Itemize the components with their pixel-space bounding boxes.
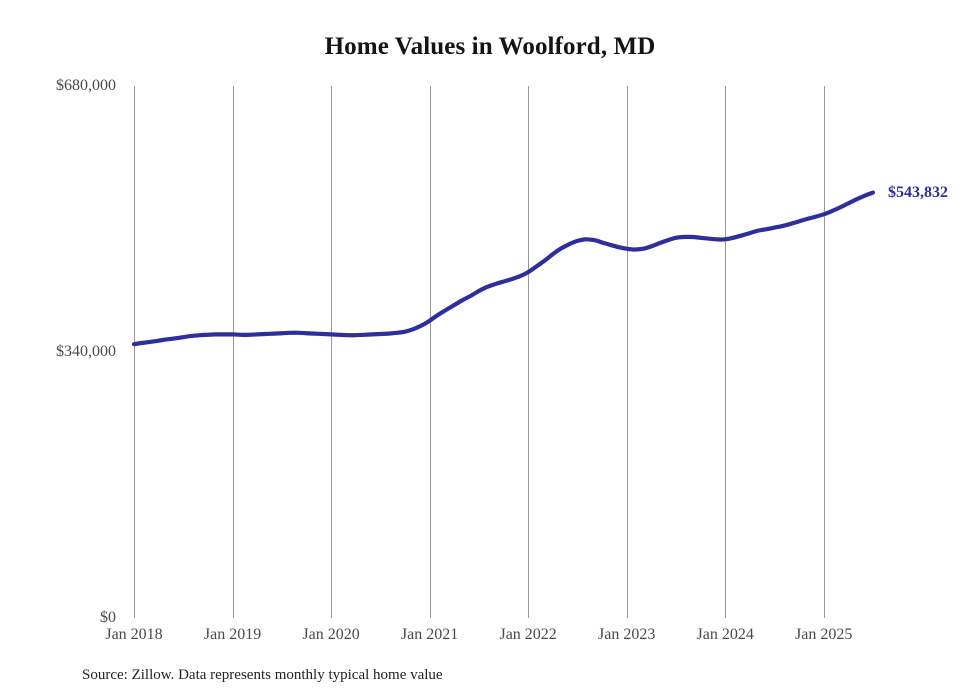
x-axis-label-jan-2024: Jan 2024: [696, 626, 754, 643]
chart-title: Home Values in Woolford, MD: [324, 33, 656, 60]
y-axis-label-2: $0: [100, 609, 116, 626]
x-axis-label-jan-2023: Jan 2023: [597, 626, 656, 643]
x-axis-label-jan-2020: Jan 2020: [302, 626, 360, 643]
data-series-line: [131, 190, 876, 347]
x-axis-label-jan-2021: Jan 2021: [400, 626, 459, 643]
gridlines: [134, 86, 825, 618]
x-axis-label-jan-2022: Jan 2022: [499, 626, 557, 643]
x-axis-label-jan-2018: Jan 2018: [105, 626, 163, 643]
y-axis-label-1: $340,000: [56, 343, 116, 360]
x-axis-label-jan-2025: Jan 2025: [795, 626, 853, 643]
series-line-typical-home-value: [131, 190, 876, 347]
y-axis-label-0: $680,000: [56, 77, 116, 94]
source-note: Source: Zillow. Data represents monthly …: [82, 667, 443, 683]
x-axis-label-jan-2019: Jan 2019: [203, 626, 262, 643]
end-value-annotation: $543,832: [888, 183, 948, 201]
